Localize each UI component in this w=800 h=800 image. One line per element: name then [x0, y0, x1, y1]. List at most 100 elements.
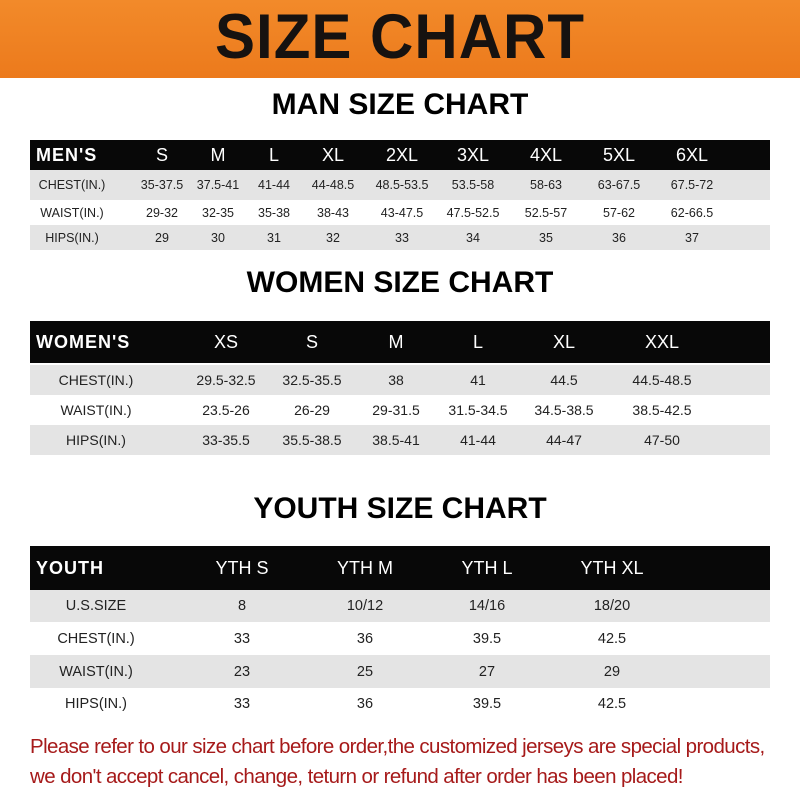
women-size-table: WOMEN'S XS S M L XL XXL CHEST(IN.) 29.5-32.5 32.5… [30, 321, 770, 455]
row-label: WAIST(IN.) [60, 402, 132, 418]
table-cell: 35-37.5 [140, 178, 184, 192]
table-cell: 36 [356, 630, 374, 647]
table-row: WAIST(IN.) 29-32 32-35 35-38 38-43 43-47.5 47.… [30, 200, 770, 225]
table-cell: 63-67.5 [597, 178, 641, 192]
table-cell: 32 [326, 230, 340, 245]
table-row: HIPS(IN.) 33-35.5 35.5-38.5 38.5-41 41-44 44-… [30, 425, 770, 455]
table-label: YOUTH [36, 557, 104, 578]
row-label: HIPS(IN.) [64, 696, 128, 712]
size-header: YTH S [215, 557, 269, 578]
row-label: HIPS(IN.) [45, 230, 99, 245]
size-header: XXL [644, 331, 680, 352]
size-header: 4XL [529, 144, 563, 165]
table-cell: 29.5-32.5 [196, 372, 256, 388]
size-header: YTH XL [580, 557, 644, 578]
table-cell: 39.5 [472, 696, 502, 712]
women-section-title: WOMEN SIZE CHART [246, 266, 554, 299]
size-header: 6XL [675, 144, 709, 165]
table-cell: 38.5-42.5 [632, 402, 692, 418]
size-header: L [472, 331, 484, 352]
table-cell: 47-50 [644, 432, 680, 448]
table-row: WAIST(IN.) 23 25 27 29 [30, 655, 770, 688]
table-cell: 26-29 [294, 402, 330, 418]
table-row: U.S.SIZE 8 10/12 14/16 18/20 [30, 590, 770, 622]
size-header: S [155, 144, 169, 165]
table-cell: 38 [388, 372, 404, 388]
youth-header-row: YOUTH YTH S YTH M YTH L YTH XL [30, 546, 770, 590]
table-cell: 57-62 [603, 205, 635, 220]
table-cell: 33 [395, 230, 409, 245]
table-cell: 33-35.5 [202, 432, 250, 448]
table-row: HIPS(IN.) 29 30 31 32 33 34 35 36 37 [30, 225, 770, 250]
table-cell: 10/12 [346, 598, 384, 614]
table-cell: 29 [155, 230, 169, 245]
table-cell: 38-43 [317, 205, 349, 220]
table-cell: 53.5-58 [451, 178, 495, 192]
table-row: CHEST(IN.) 35-37.5 37.5-41 41-44 44-48.5 48.5… [30, 170, 770, 200]
table-cell: 8 [237, 598, 247, 614]
table-cell: 39.5 [472, 630, 502, 647]
table-cell: 43-47.5 [380, 205, 424, 220]
size-header: 5XL [602, 144, 636, 165]
table-cell: 67.5-72 [670, 178, 714, 192]
size-header: YTH L [461, 557, 513, 578]
table-cell: 25 [356, 663, 374, 680]
table-cell: 52.5-57 [524, 205, 568, 220]
table-cell: 41-44 [258, 178, 290, 192]
table-cell: 47.5-52.5 [446, 205, 500, 220]
table-cell: 14/16 [468, 598, 506, 614]
notice-line-2: we don't accept cancel, change, teturn o… [30, 765, 683, 788]
row-label: WAIST(IN.) [59, 663, 133, 680]
table-label: MEN'S [36, 144, 98, 165]
table-cell: 41 [470, 372, 486, 388]
table-cell: 48.5-53.5 [375, 178, 429, 192]
table-cell: 29-32 [146, 205, 178, 220]
table-cell: 37 [685, 230, 699, 245]
size-header: L [268, 144, 280, 165]
table-cell: 35-38 [258, 205, 290, 220]
table-cell: 31 [267, 230, 281, 245]
table-cell: 23.5-26 [202, 402, 250, 418]
table-cell: 35.5-38.5 [282, 432, 342, 448]
men-section-title: MAN SIZE CHART [271, 88, 529, 121]
table-cell: 33 [233, 630, 251, 647]
size-header: 3XL [456, 144, 490, 165]
table-cell: 35 [539, 230, 553, 245]
size-header: XL [552, 331, 576, 352]
table-cell: 23 [233, 663, 251, 680]
table-cell: 41-44 [460, 432, 496, 448]
table-row: HIPS(IN.) 33 36 39.5 42.5 [30, 688, 770, 720]
table-cell: 31.5-34.5 [448, 402, 508, 418]
table-cell: 36 [612, 230, 626, 245]
table-cell: 44-47 [546, 432, 582, 448]
table-cell: 37.5-41 [196, 178, 240, 192]
table-cell: 30 [211, 230, 225, 245]
table-cell: 62-66.5 [670, 205, 714, 220]
header-banner: SIZE CHART [0, 0, 800, 78]
table-cell: 29 [603, 663, 621, 680]
table-cell: 44-48.5 [311, 178, 355, 192]
size-header: M [210, 144, 226, 165]
table-cell: 32.5-35.5 [282, 372, 342, 388]
table-label: WOMEN'S [36, 331, 131, 352]
row-label: U.S.SIZE [65, 598, 127, 614]
size-header: S [305, 331, 319, 352]
table-cell: 42.5 [597, 696, 627, 712]
table-cell: 34 [466, 230, 480, 245]
row-label: HIPS(IN.) [66, 432, 126, 448]
size-header: M [388, 331, 404, 352]
row-label: CHEST(IN.) [57, 630, 135, 647]
size-header: XL [321, 144, 345, 165]
table-cell: 38.5-41 [372, 432, 420, 448]
table-cell: 33 [233, 696, 251, 712]
table-cell: 58-63 [530, 178, 562, 192]
table-cell: 42.5 [597, 630, 627, 647]
size-header: YTH M [337, 557, 393, 578]
table-cell: 18/20 [593, 598, 631, 614]
table-cell: 44.5-48.5 [632, 372, 692, 388]
table-cell: 27 [478, 663, 496, 680]
men-header-row: MEN'S S M L XL 2XL 3XL 4XL 5XL 6XL [30, 140, 770, 170]
youth-section-title: YOUTH SIZE CHART [253, 492, 547, 525]
notice-line-1: Please refer to our size chart before or… [30, 735, 765, 758]
table-cell: 32-35 [202, 205, 234, 220]
